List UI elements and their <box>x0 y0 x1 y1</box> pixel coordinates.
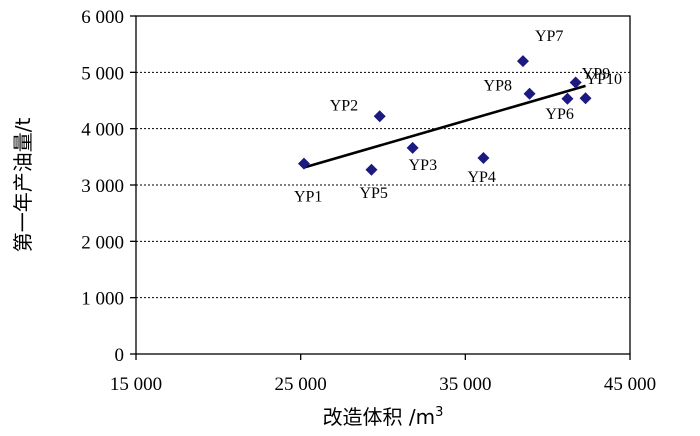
point-label-yp10: YP10 <box>586 71 622 88</box>
x-axis-title: 改造体积 /m3 <box>323 405 444 429</box>
point-label-yp7: YP7 <box>535 28 563 45</box>
x-axis-title-superscript: 3 <box>435 405 443 420</box>
y-tick-label-4: 4 000 <box>81 120 124 141</box>
y-tick-label-1: 1 000 <box>81 289 124 310</box>
point-label-yp5: YP5 <box>359 185 387 202</box>
data-point-yp2 <box>373 110 386 123</box>
y-tick-label-6: 6 000 <box>81 7 124 28</box>
data-point-yp9 <box>569 76 582 89</box>
data-point-yp8 <box>523 87 536 100</box>
point-label-yp9: YP9 <box>582 65 610 82</box>
data-point-yp1 <box>297 157 310 170</box>
y-tick-label-5: 5 000 <box>81 63 124 84</box>
point-label-yp2: YP2 <box>330 97 358 114</box>
data-point-yp5 <box>365 163 378 176</box>
point-label-yp4: YP4 <box>467 169 495 186</box>
point-label-yp8: YP8 <box>484 78 512 95</box>
y-tick-label-3: 3 000 <box>81 176 124 197</box>
x-axis-title-main: 改造体积 /m <box>323 405 436 429</box>
point-label-yp6: YP6 <box>545 106 573 123</box>
point-label-yp1: YP1 <box>294 189 322 206</box>
data-point-yp3 <box>406 141 419 154</box>
trendline <box>303 84 586 169</box>
x-tick-label-3: 45 000 <box>604 374 656 395</box>
data-point-yp6 <box>561 92 574 105</box>
y-axis-title: 第一年产油量/t <box>11 118 35 253</box>
data-point-yp7 <box>516 55 529 68</box>
data-point-yp4 <box>477 151 490 164</box>
x-tick-label-0: 15 000 <box>110 374 162 395</box>
x-tick-label-1: 25 000 <box>275 374 327 395</box>
y-tick-label-0: 0 <box>115 345 125 366</box>
data-point-yp10 <box>579 92 592 105</box>
y-tick-label-2: 2 000 <box>81 232 124 253</box>
point-label-yp3: YP3 <box>409 157 437 174</box>
x-tick-label-2: 35 000 <box>439 374 491 395</box>
